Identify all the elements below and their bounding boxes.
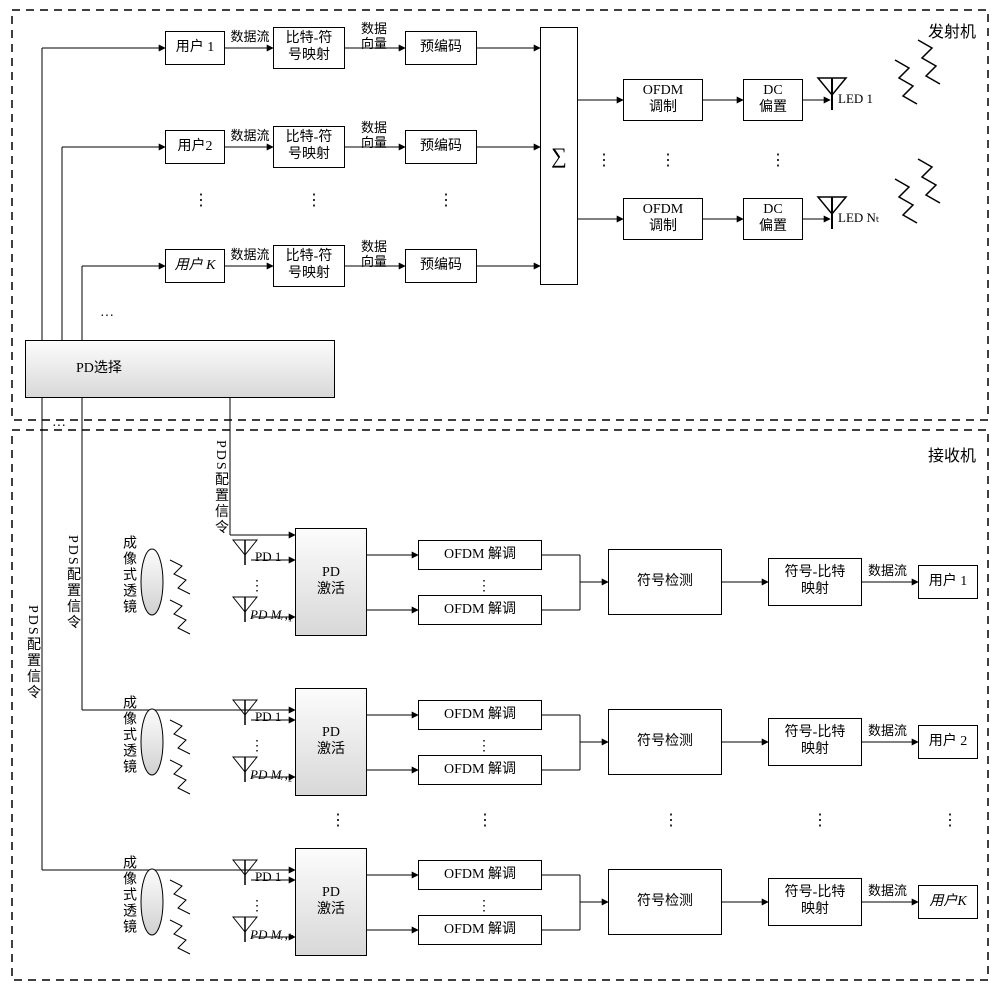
ofdm-dem-1a: OFDM 解调: [418, 540, 542, 570]
tx-bitsym-1: 比特-符 号映射: [273, 27, 345, 69]
lbl-datastream-k: 数据流: [228, 248, 272, 263]
tx-user2: 用户2: [165, 130, 225, 164]
ofdm-dem-kb: OFDM 解调: [418, 915, 542, 945]
lbl-rx-ds-2: 数据流: [868, 724, 907, 739]
ofdm-dem-2a: OFDM 解调: [418, 700, 542, 730]
lbl-pds-sig-1: PDS配置信令: [22, 605, 42, 701]
rx-section-label: 接收机: [928, 442, 976, 466]
svg-text:⋮: ⋮: [770, 152, 786, 169]
lbl-pds-sig-3: PDS配置信令: [210, 440, 230, 536]
sym-det-2: 符号检测: [608, 709, 722, 775]
lbl-lens-2: 成像式透镜: [118, 695, 138, 775]
lbl-pdmr1: PD Mᵣ,₁: [250, 608, 292, 623]
lbl-pds-sig-2: PDS配置信令: [62, 535, 82, 631]
svg-text:⋮: ⋮: [330, 812, 346, 829]
lbl-rx-ds-1: 数据流: [868, 564, 907, 579]
svg-text:⋮: ⋮: [193, 192, 209, 209]
svg-text:⋮: ⋮: [596, 152, 612, 169]
wire-layer: ··· ···: [0, 0, 1000, 990]
sym-bit-1: 符号-比特 映射: [768, 558, 862, 606]
sym-det-k: 符号检测: [608, 869, 722, 935]
rx-user2: 用户 2: [918, 725, 978, 759]
lbl-pd1-c: PD 1: [255, 870, 281, 885]
lbl-rx-ds-k: 数据流: [868, 884, 907, 899]
ofdm-dem-1b: OFDM 解调: [418, 595, 542, 625]
tx-user1: 用户 1: [165, 31, 225, 65]
svg-text:⋮: ⋮: [477, 739, 491, 754]
svg-text:⋮: ⋮: [812, 812, 828, 829]
lbl-pd1-b: PD 1: [255, 710, 281, 725]
led1-antenna: [818, 40, 940, 110]
lbl-datastream-1: 数据流: [228, 30, 272, 45]
svg-text:⋮: ⋮: [942, 812, 958, 829]
svg-text:⋮: ⋮: [477, 579, 491, 594]
svg-text:···: ···: [100, 309, 114, 324]
svg-text:⋮: ⋮: [438, 192, 454, 209]
tx-userK: 用户 K: [165, 249, 225, 283]
lbl-lednt: LED Nₜ: [838, 211, 880, 226]
svg-text:⋮: ⋮: [660, 152, 676, 169]
tx-precode-k: 预编码: [405, 249, 477, 283]
tx-sigma: ∑: [540, 27, 578, 285]
svg-text:⋮: ⋮: [477, 899, 491, 914]
lbl-pdmr2: PD Mᵣ,₂: [250, 768, 292, 783]
lbl-datastream-2: 数据流: [228, 129, 272, 144]
sym-det-1: 符号检测: [608, 549, 722, 615]
tx-precode-2: 预编码: [405, 130, 477, 164]
tx-bitsym-2: 比特-符 号映射: [273, 126, 345, 168]
tx-ofdm-nt: OFDM 调制: [623, 198, 703, 240]
lbl-datavec-2: 数据 向量: [352, 121, 396, 151]
tx-section-label: 发射机: [928, 18, 976, 42]
tx-bitsym-k: 比特-符 号映射: [273, 245, 345, 287]
rx-userK: 用户K: [918, 885, 978, 919]
sym-bit-k: 符号-比特 映射: [768, 878, 862, 926]
pd-act-1: PD 激活: [295, 528, 367, 636]
lbl-datavec-k: 数据 向量: [352, 240, 396, 270]
tx-dc-1: DC 偏置: [743, 79, 803, 121]
rx-user1: 用户 1: [918, 565, 978, 599]
tx-precode-1: 预编码: [405, 31, 477, 65]
sym-bit-2: 符号-比特 映射: [768, 718, 862, 766]
tx-ofdm-1: OFDM 调制: [623, 79, 703, 121]
tx-dc-nt: DC 偏置: [743, 198, 803, 240]
svg-text:⋮: ⋮: [477, 812, 493, 829]
lbl-lens-3: 成像式透镜: [118, 855, 138, 935]
lbl-lens-1: 成像式透镜: [118, 535, 138, 615]
ofdm-dem-ka: OFDM 解调: [418, 860, 542, 890]
pd-act-k: PD 激活: [295, 848, 367, 956]
pd-select: PD选择: [25, 340, 335, 398]
svg-text:⋮: ⋮: [306, 192, 322, 209]
svg-text:···: ···: [52, 419, 66, 434]
svg-text:⋮: ⋮: [250, 739, 264, 754]
lbl-datavec-1: 数据 向量: [352, 22, 396, 52]
lbl-pdmrk: PD Mᵣ,ₖ: [250, 928, 293, 943]
pd-act-2: PD 激活: [295, 688, 367, 796]
ofdm-dem-2b: OFDM 解调: [418, 755, 542, 785]
svg-text:⋮: ⋮: [250, 579, 264, 594]
lbl-pd1-a: PD 1: [255, 550, 281, 565]
svg-text:⋮: ⋮: [663, 812, 679, 829]
svg-text:⋮: ⋮: [250, 899, 264, 914]
lbl-led1: LED 1: [838, 92, 873, 107]
